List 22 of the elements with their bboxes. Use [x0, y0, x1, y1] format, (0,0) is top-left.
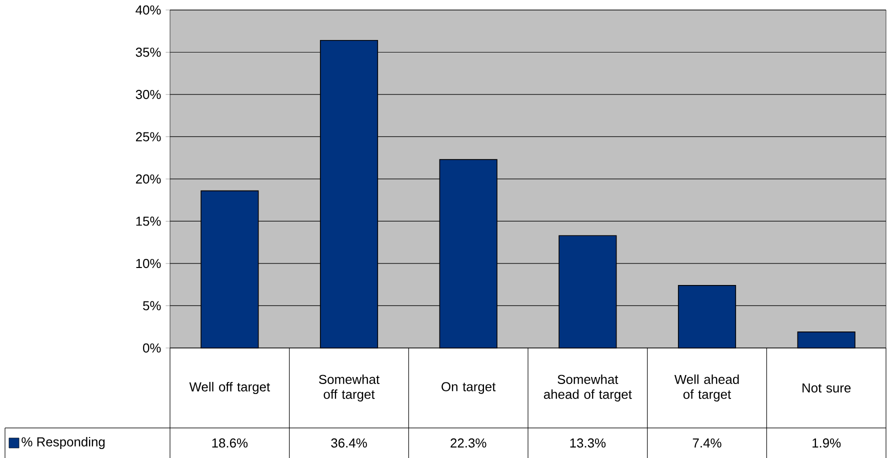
x-tick-label: On target	[442, 382, 496, 394]
y-tick-label: 30%	[136, 90, 161, 100]
y-tick-label: 40%	[136, 5, 161, 15]
data-label: 22.3%	[450, 438, 486, 448]
x-tick-label: Somewhat off target	[319, 374, 380, 402]
y-tick-label: 25%	[136, 132, 161, 142]
data-label: 13.3%	[570, 438, 606, 448]
data-label: 36.4%	[331, 438, 367, 448]
legend-label: % Responding	[22, 436, 105, 450]
data-label: 7.4%	[692, 438, 722, 448]
data-label: 1.9%	[812, 438, 841, 448]
y-tick-label: 0%	[143, 343, 161, 353]
x-tick-label: Well ahead of target	[674, 374, 739, 402]
y-tick-label: 15%	[136, 216, 161, 226]
y-tick-label: 10%	[136, 258, 161, 268]
x-tick-label: Somewhat ahead of target	[544, 374, 632, 402]
y-tick-label: 35%	[136, 48, 161, 57]
y-tick-label: 20%	[136, 174, 161, 184]
y-tick-label: 5%	[143, 301, 161, 310]
x-tick-label: Not sure	[802, 383, 851, 393]
data-label: 18.6%	[212, 438, 248, 448]
x-tick-label: Well off target	[189, 382, 270, 394]
